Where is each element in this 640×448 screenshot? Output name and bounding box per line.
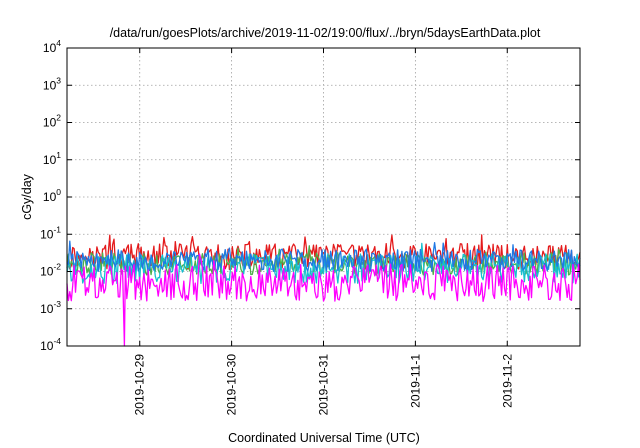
x-tick-label: 2019-10-30 — [225, 354, 239, 416]
y-tick-label: 102 — [43, 113, 61, 130]
series-layer — [66, 234, 581, 347]
y-tick-label: 10-1 — [40, 224, 61, 241]
y-tick-label: 100 — [43, 187, 61, 204]
y-tick-label: 101 — [43, 150, 61, 167]
x-axis-label: Coordinated Universal Time (UTC) — [228, 431, 420, 445]
y-tick-label: 104 — [43, 38, 61, 55]
y-axis-label: cGy/day — [20, 173, 34, 220]
series-line — [66, 242, 581, 285]
y-tick-label: 10-4 — [40, 336, 61, 353]
x-tick-label: 2019-11-1 — [408, 354, 422, 408]
x-tick-label: 2019-11-2 — [500, 354, 514, 408]
axes: 10-4 10-3 10-2 10-1 100 101 102 103 104 2019-10-2… — [40, 38, 580, 415]
y-tick-label: 103 — [43, 75, 61, 92]
y-tick-label: 10-3 — [40, 299, 61, 316]
series-line — [66, 240, 581, 273]
x-tick-label: 2019-10-31 — [317, 354, 331, 416]
chart-title: /data/run/goesPlots/archive/2019-11-02/1… — [110, 26, 541, 40]
y-tick-label: 10-2 — [40, 262, 61, 279]
x-tick-label: 2019-10-29 — [133, 354, 147, 416]
series-line — [66, 253, 581, 347]
